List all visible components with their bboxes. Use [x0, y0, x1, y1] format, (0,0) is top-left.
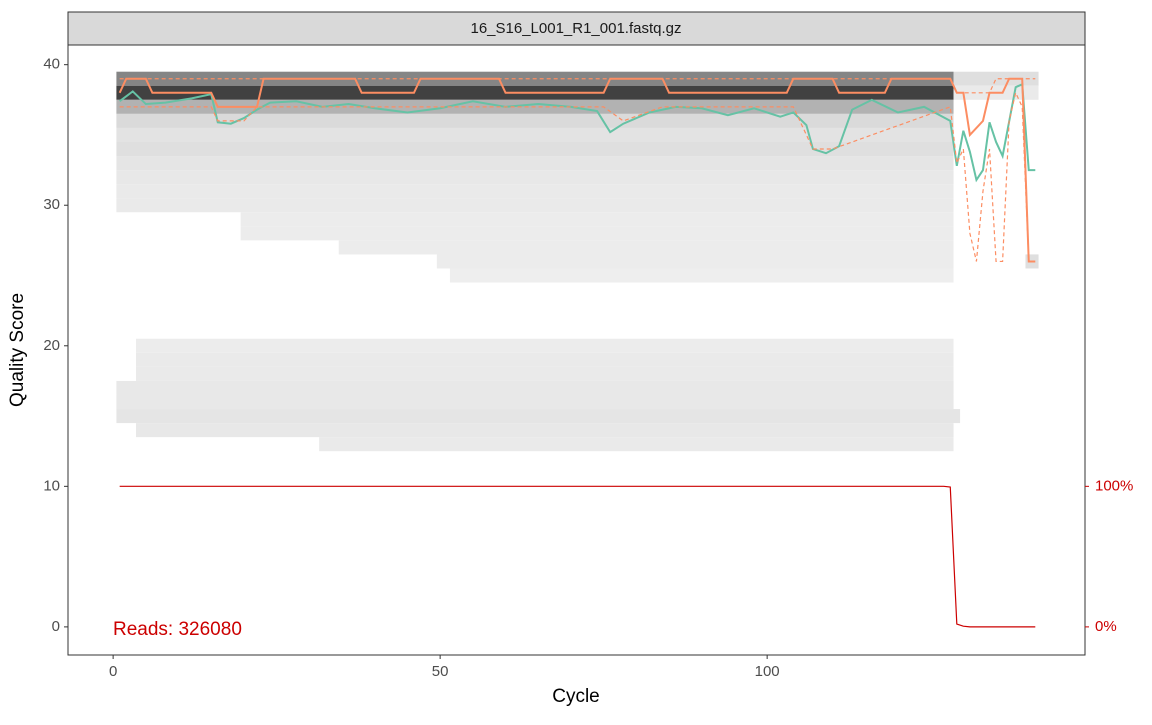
tile [116, 409, 961, 424]
y-tick-label: 0 [52, 618, 60, 635]
x-tick-label: 0 [109, 663, 117, 680]
tile [136, 366, 954, 381]
tile [449, 268, 954, 283]
y-axis-label: Quality Score [7, 293, 28, 407]
x-tick-label: 50 [432, 663, 449, 680]
tile [136, 423, 954, 438]
tile [116, 113, 954, 128]
line-median [118, 77, 1036, 263]
x-tick-label: 100 [755, 663, 780, 680]
line-q25 [119, 90, 1036, 263]
tile [136, 352, 954, 367]
tile [116, 394, 954, 410]
tile [338, 240, 954, 255]
y2-tick-label: 100% [1095, 477, 1133, 494]
line-reads [119, 485, 1036, 628]
y-tick-label: 20 [43, 337, 60, 354]
tile [953, 71, 1039, 86]
tile [319, 437, 954, 452]
tile [116, 380, 954, 395]
axes: 0 50 100 0 10 20 30 40 0% 100% [43, 56, 1133, 680]
y-tick-label: 40 [43, 56, 60, 73]
tile [116, 156, 954, 171]
tile [116, 184, 954, 199]
x-axis-label: Cycle [552, 686, 600, 707]
tile [116, 198, 954, 213]
y-tick-label: 30 [43, 196, 60, 213]
tile [136, 338, 954, 353]
tile [240, 212, 954, 227]
tile [116, 141, 954, 157]
annotation: Reads: 326080 [113, 619, 242, 640]
y2-tick-label: 0% [1095, 618, 1117, 635]
tile [436, 254, 954, 269]
tile [116, 127, 954, 142]
lines [118, 77, 1036, 628]
chart-title: 16_S16_L001_R1_001.fastq.gz [470, 20, 681, 37]
y-tick-label: 10 [43, 477, 60, 494]
tile [116, 170, 954, 185]
tile [240, 226, 954, 241]
strip [67, 11, 1086, 46]
